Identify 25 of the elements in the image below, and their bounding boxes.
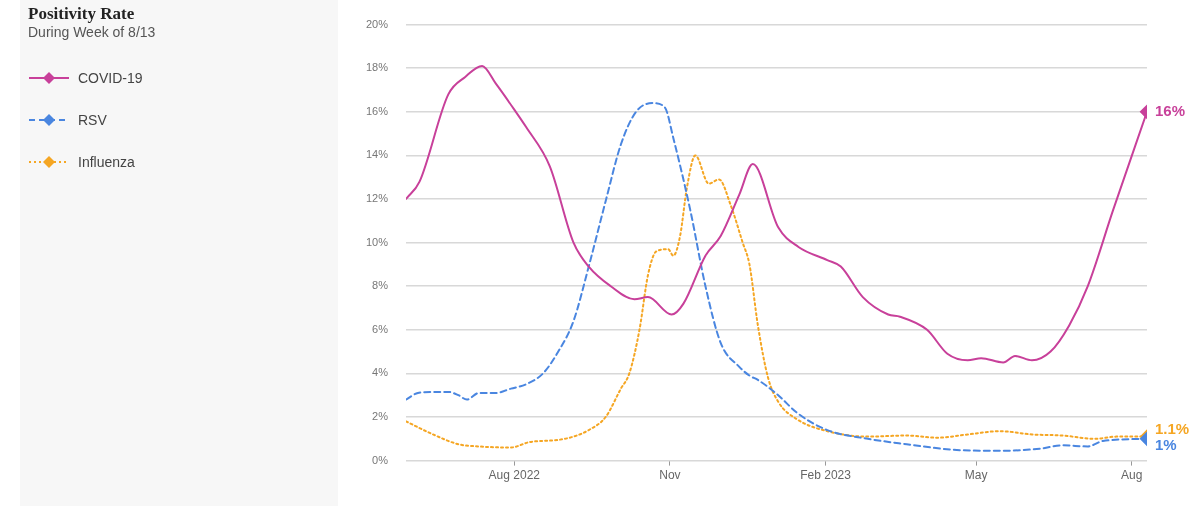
x-tick-label: Nov (659, 468, 681, 483)
data-label: 1% (1155, 435, 1177, 453)
text: During Week of 8/13 (28, 24, 156, 40)
y-tick-label: 16% (365, 104, 389, 117)
y-tick-label: 2% (372, 410, 389, 423)
x-tick-label: May (964, 468, 988, 483)
y-tick-label: 20% (365, 17, 389, 30)
y-tick-label: 18% (365, 61, 389, 74)
y-tick-label: 4% (372, 366, 389, 379)
x-tick-label: Aug 2022 (488, 468, 541, 483)
text: Positivity Rate (28, 4, 135, 24)
legend-label: RSV (78, 112, 107, 128)
x-tick-label: Feb 2023 (800, 468, 852, 483)
data-label: 1.1% (1155, 419, 1190, 437)
y-tick-label: 12% (365, 192, 389, 205)
legend-label: Influenza (78, 154, 135, 170)
y-tick-label: 10% (365, 235, 389, 248)
y-tick-label: 6% (372, 322, 389, 335)
legend-label: COVID-19 (78, 70, 143, 86)
y-tick-label: 0% (372, 453, 389, 466)
line-series (406, 65, 1147, 364)
y-tick-label: 14% (365, 148, 389, 161)
x-tick-label: Aug (1121, 468, 1143, 483)
data-label: 16% (1155, 101, 1186, 119)
y-tick-label: 8% (372, 279, 389, 292)
